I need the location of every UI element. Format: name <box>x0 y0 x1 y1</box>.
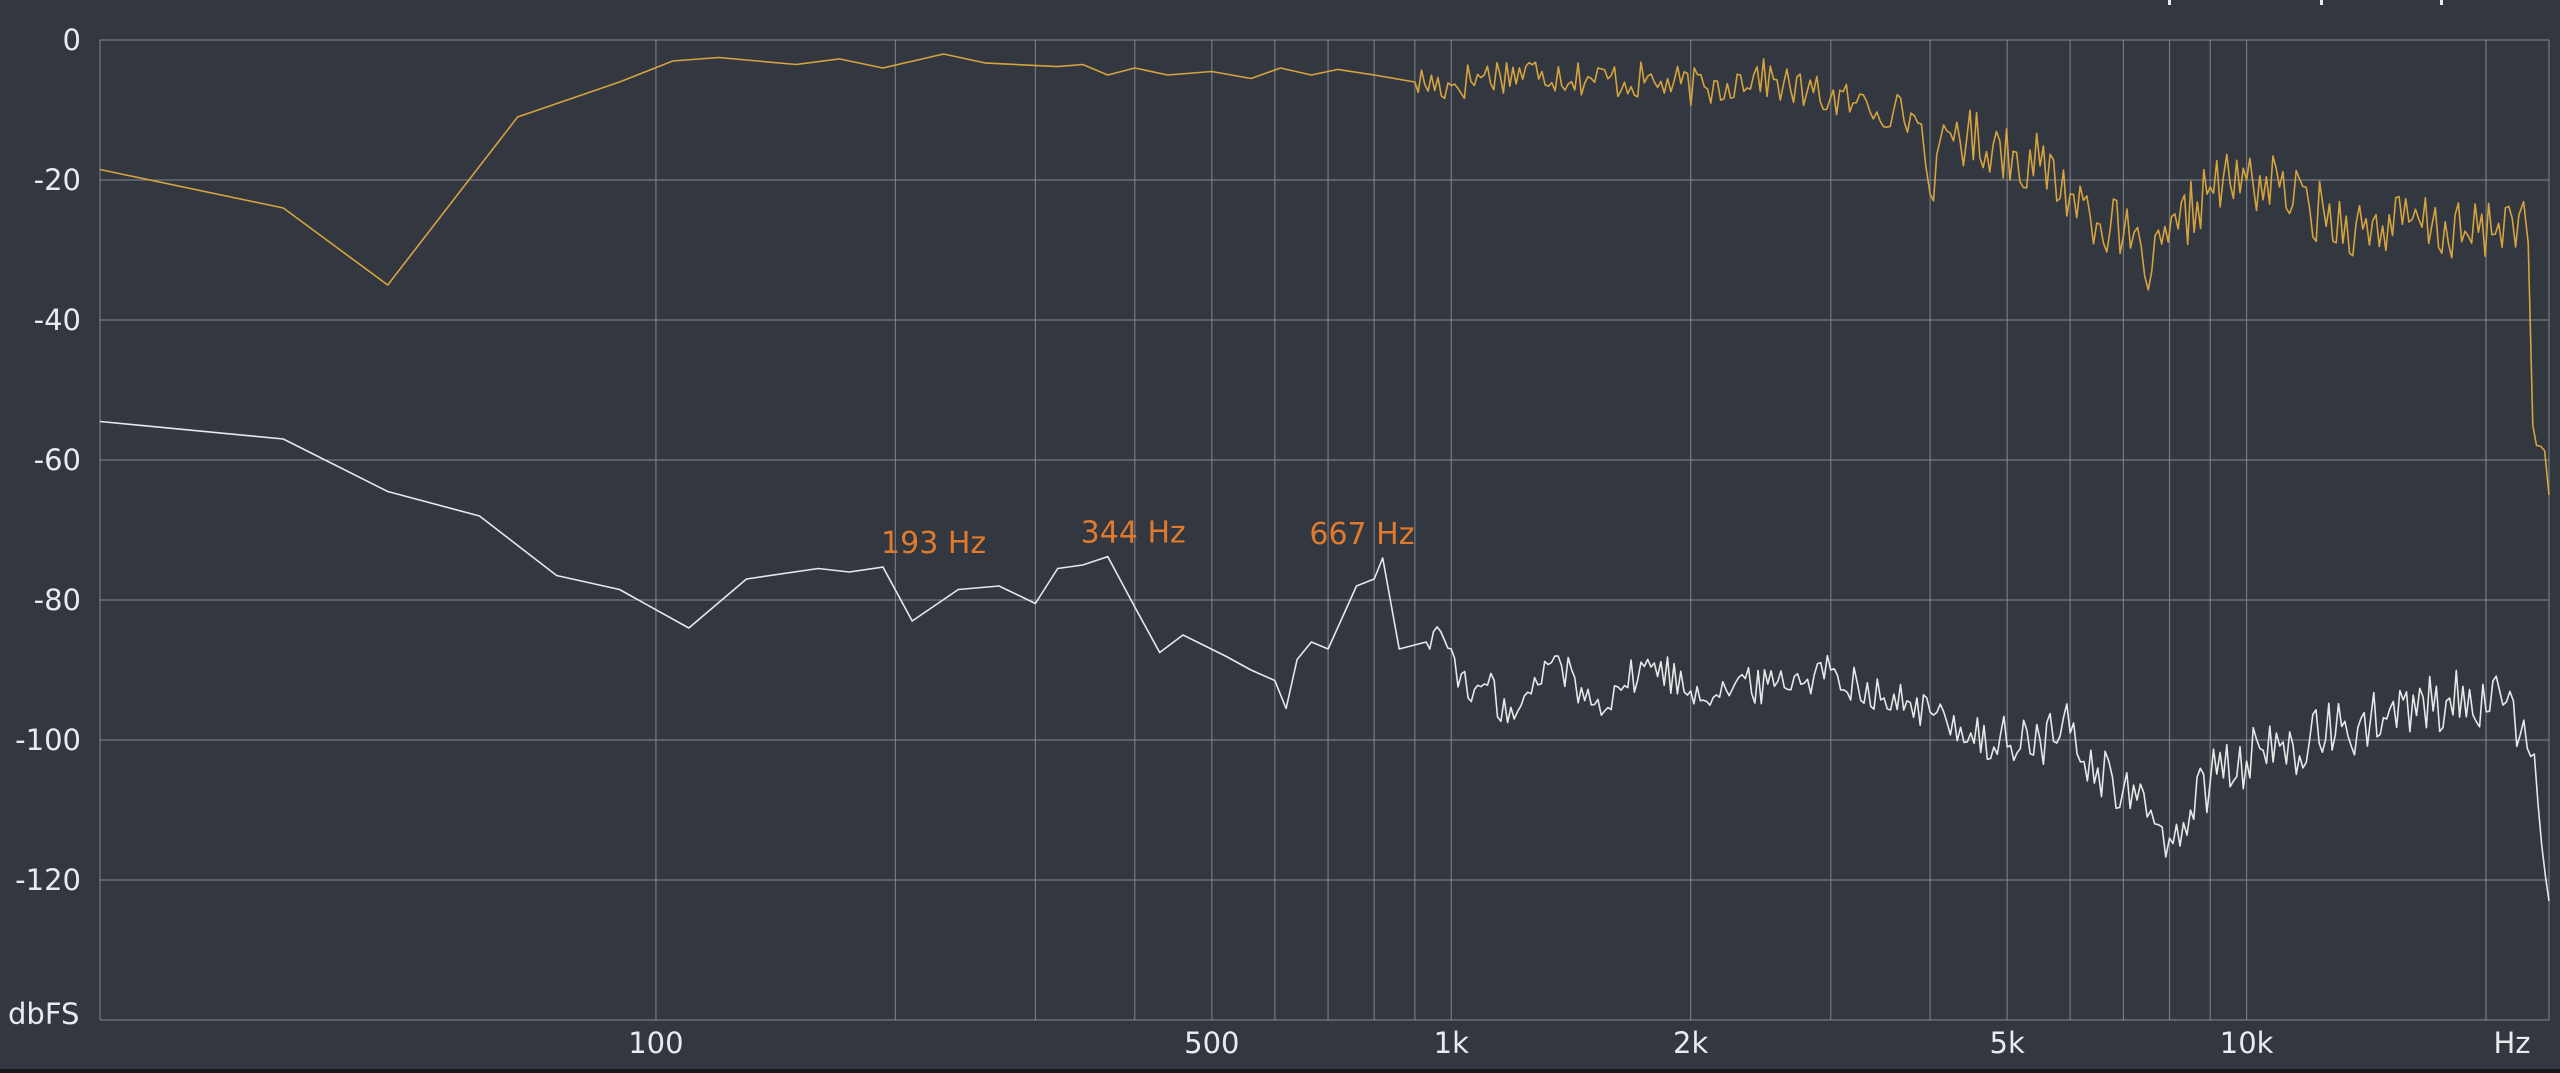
y-tick-label: -100 <box>15 723 81 757</box>
top-edge-mark <box>2168 0 2171 5</box>
x-tick-label: 2k <box>1673 1026 1708 1060</box>
top-edge-mark <box>2440 0 2443 5</box>
peak-label: 667 Hz <box>1309 517 1414 552</box>
peak-annotations: 193 Hz 344 Hz 667 Hz <box>881 516 1414 562</box>
axis-labels: 0 -20 -40 -60 -80 -100 -120 dbFS 100 500 1k 2k 5k 10k… <box>8 23 2531 1060</box>
y-tick-label: -40 <box>34 303 81 337</box>
x-tick-label: 10k <box>2220 1026 2274 1060</box>
y-tick-label: 0 <box>63 23 81 57</box>
peak-label: 344 Hz <box>1081 516 1186 551</box>
y-tick-label: -120 <box>15 863 81 897</box>
series-line <box>99 53 2550 496</box>
y-tick-label: -20 <box>34 163 81 197</box>
bottom-rule <box>0 1069 2560 1073</box>
y-unit-label: dbFS <box>8 997 79 1031</box>
series-layer <box>99 53 2550 902</box>
x-tick-label: 5k <box>1990 1026 2025 1060</box>
series-line <box>99 420 2550 902</box>
x-tick-label: 500 <box>1184 1026 1239 1060</box>
x-unit-label: Hz <box>2493 1026 2530 1060</box>
peak-label: 193 Hz <box>881 526 986 561</box>
x-tick-label: 1k <box>1434 1026 1469 1060</box>
grid <box>99 39 2550 1021</box>
x-tick-label: 100 <box>628 1026 683 1060</box>
y-tick-label: -80 <box>34 583 81 617</box>
top-edge-mark <box>2320 0 2323 5</box>
y-tick-label: -60 <box>34 443 81 477</box>
